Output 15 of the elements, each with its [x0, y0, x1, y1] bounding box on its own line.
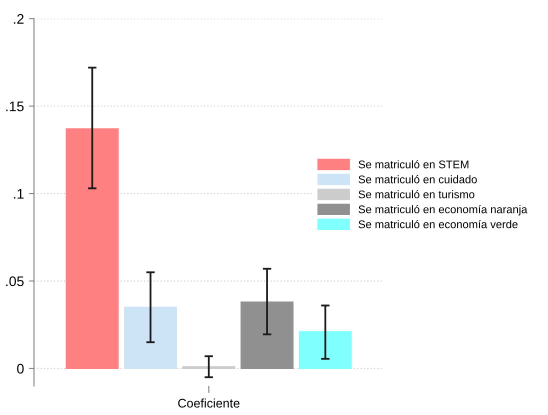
bar — [298, 331, 352, 370]
y-tick-label: .15 — [6, 102, 24, 112]
x-tick-label: Coeficiente — [178, 398, 240, 408]
bar — [124, 306, 178, 370]
y-tick-label: .1 — [14, 189, 24, 199]
legend-label: Se matriculó en cuidado — [358, 175, 477, 184]
y-tick-label: 0 — [17, 364, 24, 374]
bar — [66, 128, 119, 370]
legend-label: Se matriculó en economía verde — [358, 220, 518, 228]
legend-label: Se matriculó en economía naranja — [358, 204, 528, 216]
bar — [240, 301, 294, 370]
legend-label: Se matriculó en STEM — [358, 160, 468, 168]
y-tick-label: .2 — [14, 14, 24, 24]
legend-label: Se matriculó en turismo — [358, 190, 474, 198]
y-tick-label: .05 — [6, 276, 24, 286]
